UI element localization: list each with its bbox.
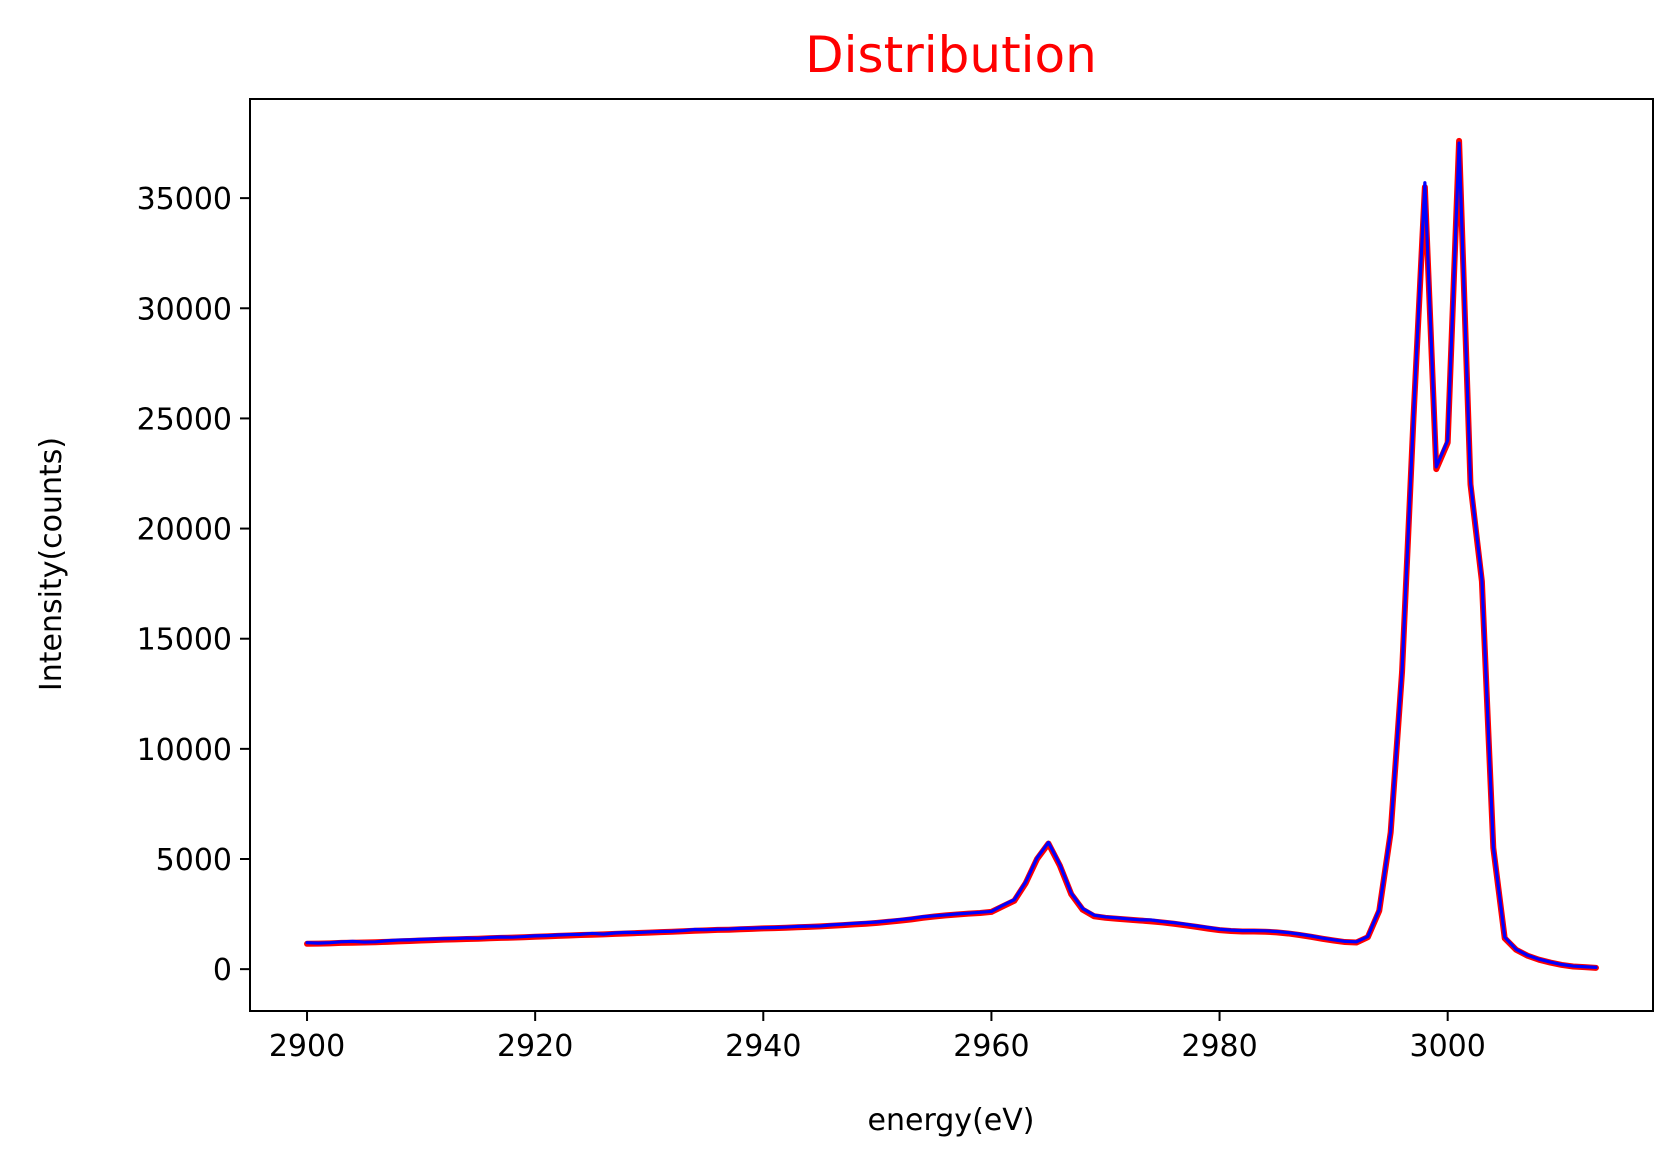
y-tick-label: 0: [213, 953, 232, 988]
series-line-2: [305, 141, 1598, 969]
series-layer: [304, 137, 1599, 971]
x-axis-label: energy(eV): [868, 1103, 1035, 1138]
x-axis: 2900 2920 2940 2960 2980 3000: [269, 1011, 1486, 1064]
x-tick-label: 3000: [1410, 1029, 1486, 1064]
y-tick-label: 25000: [137, 402, 232, 437]
plot-area: [250, 99, 1653, 1011]
y-tick-label: 20000: [137, 513, 232, 548]
y-tick-label: 10000: [137, 733, 232, 768]
x-tick-label: 2900: [269, 1029, 345, 1064]
x-tick-label: 2940: [725, 1029, 801, 1064]
y-axis-label: Intensity(counts): [34, 437, 69, 691]
y-axis: 0 5000 10000 15000 20000 25000 30000 35000: [137, 182, 250, 988]
y-tick-label: 35000: [137, 182, 232, 217]
y-tick-label: 5000: [156, 843, 232, 878]
x-tick-label: 2920: [497, 1029, 573, 1064]
y-tick-label: 30000: [137, 292, 232, 327]
x-tick-label: 2980: [1181, 1029, 1257, 1064]
y-tick-label: 15000: [137, 623, 232, 658]
chart-title: Distribution: [805, 26, 1097, 84]
plot-frame: [249, 98, 1654, 1012]
x-tick-label: 2960: [953, 1029, 1029, 1064]
